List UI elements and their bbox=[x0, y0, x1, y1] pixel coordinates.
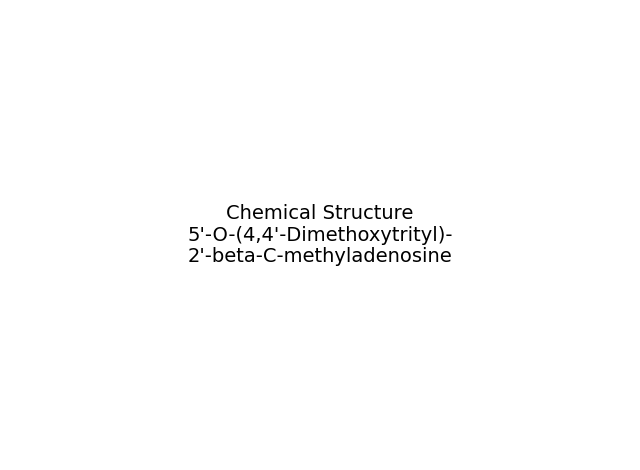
Text: Chemical Structure
5'-O-(4,4'-Dimethoxytrityl)-
2'-beta-C-methyladenosine: Chemical Structure 5'-O-(4,4'-Dimethoxyt… bbox=[188, 204, 452, 266]
